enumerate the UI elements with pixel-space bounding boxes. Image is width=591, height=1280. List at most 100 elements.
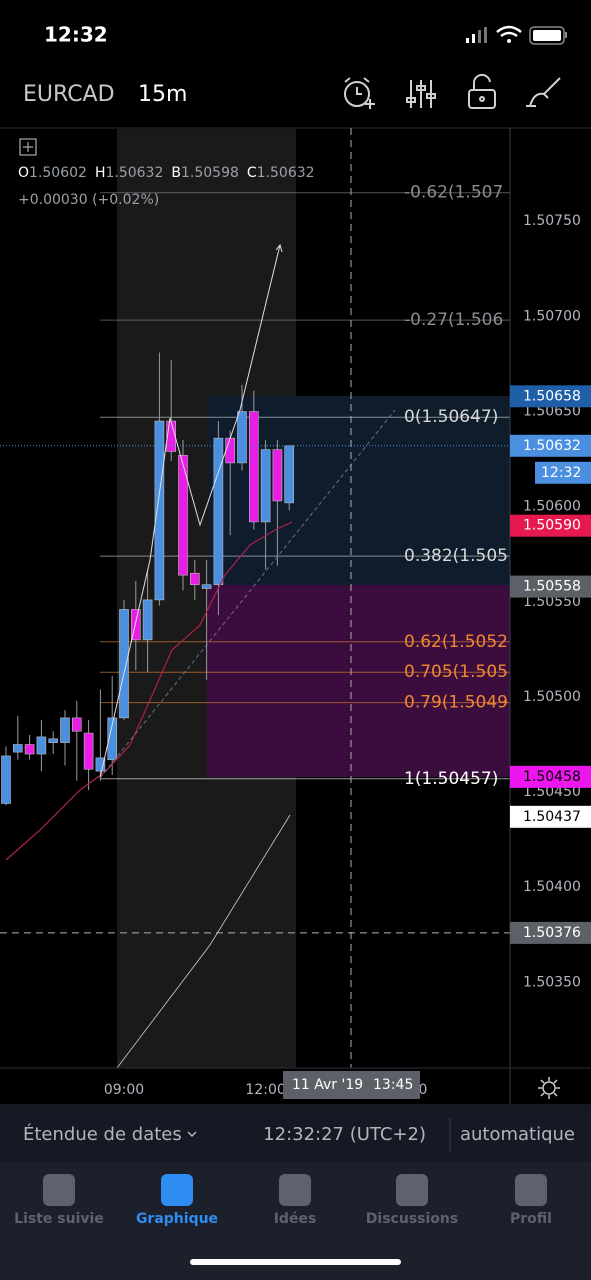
fib-label: 0.705(1.505 bbox=[404, 662, 508, 682]
tab-label: Graphique bbox=[136, 1211, 218, 1227]
date-range-button[interactable]: Étendue de dates bbox=[23, 1123, 182, 1145]
settings-icon[interactable] bbox=[538, 1077, 560, 1099]
price-tag bbox=[510, 805, 591, 828]
candle-body bbox=[36, 736, 47, 755]
candle-body bbox=[60, 717, 70, 743]
fib-label: 0.79(1.5049 bbox=[404, 693, 508, 713]
x-tick-label: 09:00 bbox=[104, 1082, 144, 1098]
candle-body bbox=[166, 420, 176, 452]
candle-body bbox=[24, 744, 35, 755]
fib-label: 0.382(1.505 bbox=[404, 546, 508, 566]
candle-body bbox=[237, 411, 247, 464]
crosshair-date-box bbox=[283, 1071, 420, 1099]
ohlc-legend: O1.50602 H1.50632 B1.50598 C1.50632 bbox=[18, 165, 315, 181]
candle-body bbox=[213, 437, 224, 585]
status-icons bbox=[466, 25, 567, 45]
fib-label: 0.62(1.5052 bbox=[404, 632, 508, 652]
price-tag-label: 1.50437 bbox=[523, 809, 581, 825]
price-tag bbox=[510, 434, 591, 457]
price-axis-labels: 1.507501.507001.506501.506001.505501.505… bbox=[510, 213, 591, 990]
candle-body bbox=[260, 449, 271, 523]
tab-label: Idées bbox=[274, 1211, 317, 1227]
candle-body bbox=[1, 755, 11, 804]
fib-label: -0.62(1.507 bbox=[404, 183, 503, 203]
candle-body bbox=[284, 445, 295, 504]
price-tag bbox=[510, 765, 591, 788]
y-tick-label: 1.50500 bbox=[523, 689, 581, 705]
candle-body bbox=[190, 572, 200, 585]
candle-body bbox=[48, 738, 59, 743]
price-tag bbox=[510, 514, 591, 537]
home-indicator bbox=[190, 1259, 401, 1265]
y-tick-label: 1.50700 bbox=[523, 308, 581, 324]
tab-icon bbox=[515, 1174, 547, 1206]
candle-body bbox=[83, 732, 94, 770]
candle-body bbox=[72, 717, 82, 732]
legend-value: 1.50598 bbox=[181, 165, 239, 181]
candle-body bbox=[154, 420, 165, 601]
chevron bbox=[187, 1131, 197, 1138]
legend-label: O bbox=[18, 165, 29, 181]
candle-body bbox=[107, 717, 117, 761]
legend-toggle[interactable] bbox=[19, 138, 37, 156]
legend-toggle-icon bbox=[23, 142, 33, 152]
countdown: 12:32 bbox=[541, 465, 581, 481]
price-tag-label: 1.50558 bbox=[523, 579, 581, 595]
tab[interactable]: Liste suivie bbox=[14, 1174, 104, 1227]
toolbar-icons[interactable] bbox=[344, 73, 561, 109]
candle-body bbox=[225, 437, 235, 464]
price-tag bbox=[510, 921, 591, 944]
candle-body bbox=[142, 599, 153, 641]
tab[interactable]: Idées bbox=[274, 1174, 317, 1227]
tabs: Liste suivie Graphique Idées Discussions Pro… bbox=[14, 1174, 552, 1227]
y-tick-label: 1.50350 bbox=[523, 974, 581, 990]
scale-mode[interactable]: automatique bbox=[460, 1124, 575, 1145]
chart-area: -0.62(1.507 -0.27(1.506 0(1.50647) 0.382(1.… bbox=[0, 183, 510, 934]
tab-label: Liste suivie bbox=[14, 1211, 104, 1227]
candle-body bbox=[131, 609, 141, 641]
interval[interactable]: 15m bbox=[138, 82, 187, 107]
y-tick-label: 1.50650 bbox=[523, 404, 581, 420]
tab[interactable]: Profil bbox=[510, 1174, 552, 1227]
price-tag-label: 1.50376 bbox=[523, 925, 581, 941]
candle-body bbox=[249, 411, 259, 523]
tab[interactable]: Discussions bbox=[366, 1174, 458, 1227]
tab-icon bbox=[396, 1174, 428, 1206]
candle-body bbox=[178, 454, 188, 576]
fib-label: -0.27(1.506 bbox=[404, 310, 503, 330]
y-tick-label: 1.50400 bbox=[523, 879, 581, 895]
x-tick-label: 12:00 bbox=[245, 1082, 285, 1098]
y-tick-label: 1.50750 bbox=[523, 213, 581, 229]
tab-icon bbox=[161, 1174, 193, 1206]
price-tag bbox=[510, 575, 591, 598]
legend-label: H bbox=[95, 165, 106, 181]
clock: 12:32:27 (UTC+2) bbox=[263, 1124, 426, 1145]
price-tag-label: 1.50458 bbox=[523, 769, 581, 785]
change: +0.00030 (+0.02%) bbox=[18, 192, 159, 208]
tab[interactable]: Graphique bbox=[136, 1174, 218, 1227]
symbol[interactable]: EURCAD bbox=[23, 82, 115, 107]
price-tag-label: 1.50590 bbox=[523, 518, 581, 534]
tab-label: Discussions bbox=[366, 1211, 458, 1227]
y-tick-label: 1.50450 bbox=[523, 784, 581, 800]
tab-label: Profil bbox=[510, 1211, 552, 1227]
legend-value: 1.50632 bbox=[257, 165, 315, 181]
price-tag bbox=[510, 385, 591, 408]
legend-label: B bbox=[171, 165, 181, 181]
candle-body bbox=[272, 449, 283, 502]
candle-body bbox=[95, 757, 106, 772]
bottom-bar bbox=[0, 1106, 591, 1162]
fib-label: 0(1.50647) bbox=[404, 407, 498, 427]
price-axis bbox=[510, 129, 591, 1105]
trend-line bbox=[99, 409, 396, 779]
countdown-tag bbox=[535, 461, 591, 484]
projection-line bbox=[116, 814, 291, 1069]
legend-value: 1.50602 bbox=[29, 165, 87, 181]
crosshair-time: 13:45 bbox=[373, 1077, 413, 1093]
candle-body bbox=[201, 584, 212, 589]
y-tick-label: 1.50600 bbox=[523, 499, 581, 515]
moving-average bbox=[5, 521, 293, 861]
price-tag-label: 1.50632 bbox=[523, 438, 581, 454]
status-time: 12:32 bbox=[44, 23, 108, 47]
